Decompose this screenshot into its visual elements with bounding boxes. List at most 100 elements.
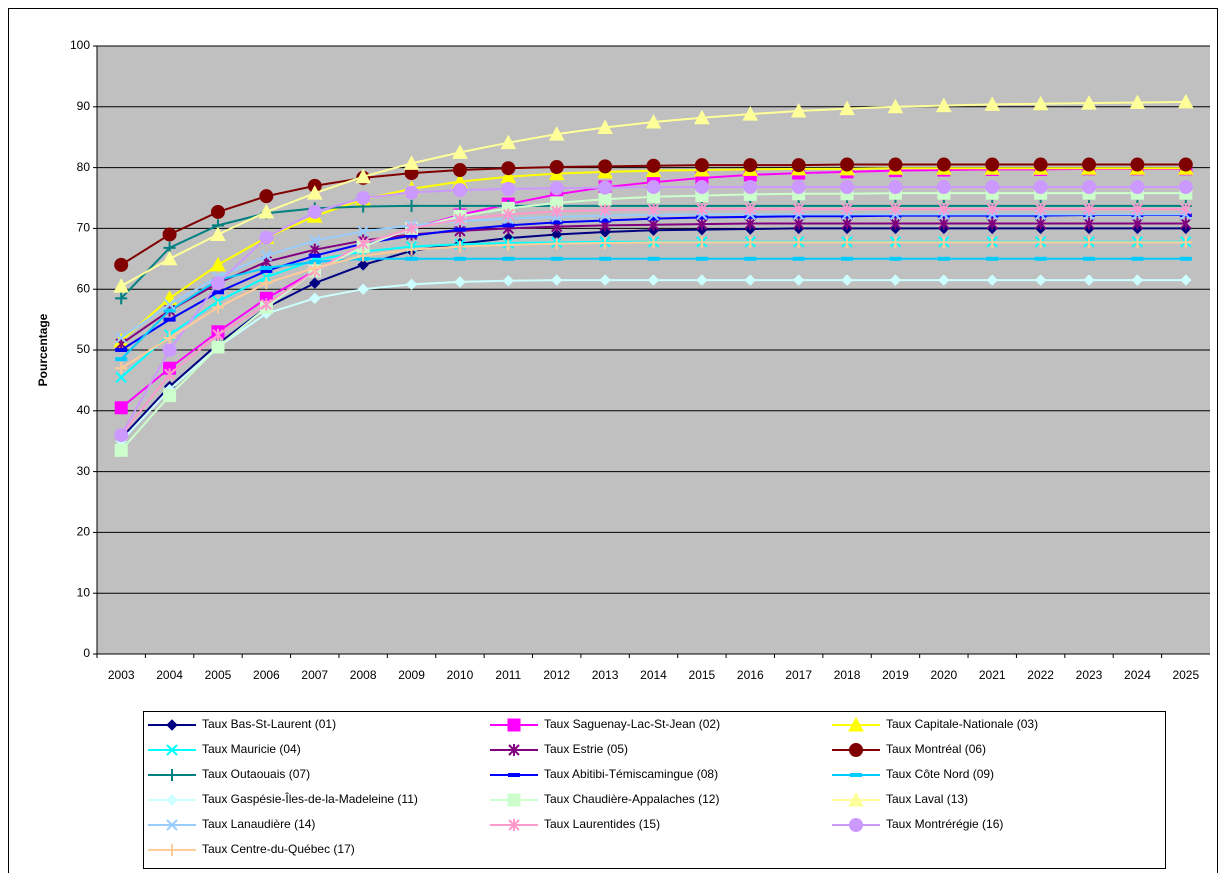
marker — [598, 159, 613, 174]
marker — [501, 161, 516, 176]
marker — [1083, 236, 1096, 249]
marker — [599, 274, 611, 286]
marker — [166, 794, 178, 806]
marker — [309, 234, 321, 247]
marker — [260, 271, 273, 283]
marker — [115, 371, 127, 384]
marker — [211, 340, 225, 354]
marker — [1180, 274, 1192, 286]
marker — [212, 328, 224, 341]
marker — [598, 192, 612, 206]
marker — [549, 159, 564, 174]
marker — [309, 243, 321, 256]
marker — [162, 227, 177, 242]
x-tick-label: 2016 — [737, 668, 764, 682]
marker — [984, 96, 1001, 111]
x-tick-label: 2018 — [834, 668, 861, 682]
marker — [841, 236, 854, 249]
marker — [502, 274, 515, 287]
marker — [502, 238, 515, 251]
marker — [258, 203, 275, 219]
marker — [500, 134, 517, 150]
marker — [114, 257, 129, 272]
marker — [452, 183, 467, 198]
marker — [849, 818, 863, 832]
marker — [791, 158, 806, 173]
marker — [453, 240, 466, 253]
marker — [405, 278, 418, 291]
legend-label: Taux Mauricie (04) — [202, 742, 301, 756]
marker — [744, 236, 757, 249]
marker — [502, 208, 515, 221]
y-tick-label: 40 — [77, 403, 91, 417]
marker — [1179, 236, 1192, 249]
marker — [599, 204, 611, 217]
y-tick-label: 100 — [70, 38, 90, 52]
marker — [936, 157, 951, 172]
x-tick-label: 2009 — [398, 668, 425, 682]
x-tick-label: 2010 — [447, 668, 474, 682]
marker — [1131, 274, 1144, 286]
marker — [647, 218, 660, 231]
marker — [1083, 274, 1095, 286]
marker — [1034, 202, 1047, 215]
marker — [166, 844, 178, 856]
marker — [889, 217, 902, 230]
series — [115, 256, 1192, 362]
marker — [986, 236, 999, 249]
y-tick-label: 60 — [77, 281, 91, 295]
marker — [114, 401, 128, 415]
marker — [405, 222, 418, 235]
marker — [1180, 202, 1192, 215]
marker — [1083, 202, 1095, 215]
marker — [210, 256, 226, 272]
marker — [166, 719, 178, 731]
y-tick-label: 30 — [77, 464, 91, 478]
marker — [259, 189, 274, 204]
legend-label: Taux Montréal (06) — [886, 742, 986, 756]
marker — [791, 180, 806, 195]
marker — [115, 362, 128, 375]
marker — [114, 443, 128, 457]
marker — [357, 225, 369, 238]
legend-label: Taux Laval (13) — [886, 792, 968, 806]
marker — [889, 274, 902, 286]
marker — [357, 283, 369, 295]
legend-label: Taux Montrérégie (16) — [886, 817, 1003, 831]
marker — [1131, 236, 1144, 249]
x-tick-label: 2014 — [640, 668, 667, 682]
marker — [841, 217, 853, 230]
marker — [163, 298, 176, 311]
marker — [645, 113, 662, 129]
x-tick-label: 2019 — [882, 668, 909, 682]
x-tick-label: 2005 — [205, 668, 232, 682]
x-tick-label: 2004 — [156, 668, 183, 682]
marker — [1034, 217, 1047, 230]
series — [114, 180, 1193, 443]
marker — [501, 181, 516, 196]
marker — [1033, 180, 1048, 195]
marker — [309, 277, 321, 289]
marker — [597, 119, 613, 134]
marker — [1033, 157, 1048, 172]
marker — [598, 180, 613, 195]
marker — [647, 203, 660, 216]
y-axis-label: Pourcentage — [36, 313, 50, 386]
legend-label: Taux Chaudière-Appalaches (12) — [544, 792, 719, 806]
y-tick-label: 70 — [77, 221, 91, 235]
marker — [507, 793, 521, 807]
marker — [792, 236, 805, 249]
marker — [696, 202, 708, 215]
x-tick-label: 2013 — [592, 668, 619, 682]
x-tick-label: 2015 — [689, 668, 716, 682]
marker — [508, 819, 520, 831]
x-tick-label: 2017 — [785, 668, 812, 682]
marker — [938, 202, 950, 215]
legend-label: Taux Bas-St-Laurent (01) — [202, 717, 336, 731]
marker — [986, 202, 998, 215]
marker — [646, 158, 661, 173]
marker — [260, 250, 273, 262]
marker — [115, 332, 127, 344]
marker — [403, 155, 420, 170]
marker — [452, 144, 468, 159]
